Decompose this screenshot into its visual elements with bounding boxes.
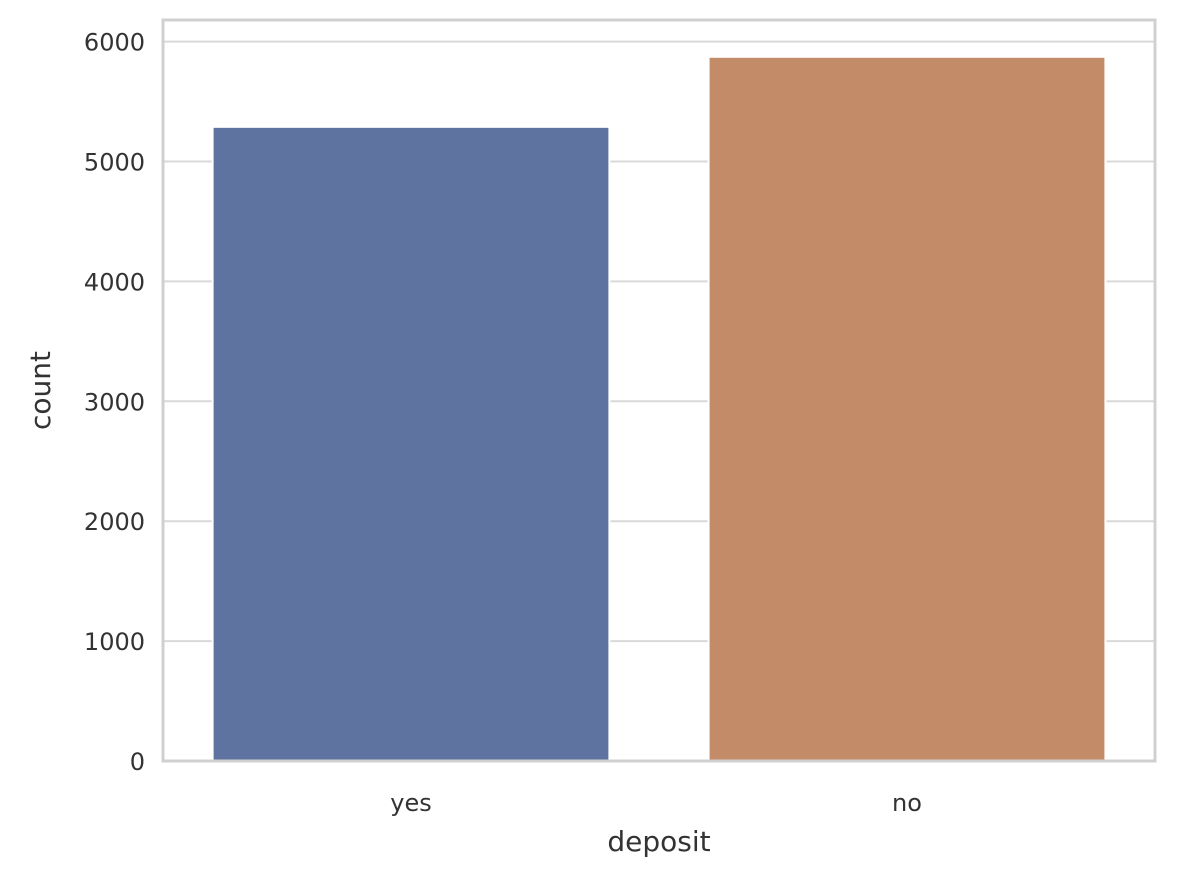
y-tick-label: 0 <box>130 748 145 776</box>
x-tick-label-yes: yes <box>390 789 431 817</box>
bars <box>211 55 1107 763</box>
y-tick-label: 2000 <box>84 508 145 536</box>
y-tick-labels: 0 1000 2000 3000 4000 5000 6000 <box>84 29 145 776</box>
x-tick-label-no: no <box>892 789 922 817</box>
y-tick-label: 1000 <box>84 628 145 656</box>
x-tick-labels: yes no <box>390 789 922 817</box>
y-tick-label: 3000 <box>84 388 145 416</box>
plot-frame <box>161 18 1157 763</box>
bar-no <box>707 55 1107 763</box>
bar-yes <box>211 125 611 762</box>
y-tick-label: 6000 <box>84 29 145 57</box>
y-tick-label: 4000 <box>84 268 145 296</box>
y-tick-label: 5000 <box>84 148 145 176</box>
x-axis-label: deposit <box>607 825 710 858</box>
y-axis-label: count <box>24 351 57 430</box>
